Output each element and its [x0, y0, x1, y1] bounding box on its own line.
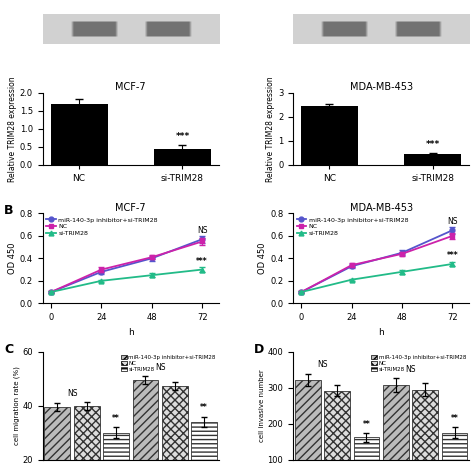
miR-140-3p inhibitor+si-TRIM28: [299, 289, 304, 295]
miR-140-3p inhibitor+si-TRIM28: [450, 228, 456, 233]
miR-140-3p inhibitor+si-TRIM28: [399, 250, 405, 255]
Y-axis label: Relative TRIM28 expression: Relative TRIM28 expression: [266, 76, 275, 182]
si-TRIM28: [149, 273, 155, 278]
Bar: [383, 385, 409, 460]
miR-140-3p inhibitor+si-TRIM28: [149, 255, 155, 261]
Legend: miR-140-3p inhibitor+si-TRIM28, NC, si-TRIM28: miR-140-3p inhibitor+si-TRIM28, NC, si-T…: [296, 217, 409, 237]
Line: si-TRIM28: si-TRIM28: [49, 267, 205, 294]
Bar: [412, 390, 438, 460]
si-TRIM28: [399, 269, 405, 274]
Text: C: C: [4, 343, 13, 356]
Bar: [162, 386, 188, 460]
si-TRIM28: [99, 278, 104, 283]
Title: MCF-7: MCF-7: [116, 202, 146, 213]
Bar: [191, 422, 217, 460]
Line: NC: NC: [299, 234, 455, 294]
Text: B: B: [4, 204, 13, 218]
miR-140-3p inhibitor+si-TRIM28: [199, 237, 205, 242]
Title: MDA-MB-453: MDA-MB-453: [349, 202, 413, 213]
Title: MDA-MB-453: MDA-MB-453: [349, 82, 413, 92]
Bar: [354, 438, 379, 460]
Text: NS: NS: [447, 218, 458, 226]
Bar: [45, 407, 70, 460]
Y-axis label: cell invasive number: cell invasive number: [259, 370, 264, 442]
Y-axis label: Relative TRIM28 expression: Relative TRIM28 expression: [8, 76, 17, 182]
Text: NS: NS: [405, 365, 416, 374]
si-TRIM28: [349, 277, 355, 283]
Title: MCF-7: MCF-7: [116, 82, 146, 92]
NC: [199, 238, 205, 244]
Line: miR-140-3p inhibitor+si-TRIM28: miR-140-3p inhibitor+si-TRIM28: [299, 228, 455, 294]
Line: miR-140-3p inhibitor+si-TRIM28: miR-140-3p inhibitor+si-TRIM28: [49, 237, 205, 294]
Bar: [133, 380, 158, 460]
Legend: miR-140-3p inhibitor+si-TRIM28, NC, si-TRIM28: miR-140-3p inhibitor+si-TRIM28, NC, si-T…: [120, 355, 216, 373]
NC: [99, 267, 104, 273]
Text: NS: NS: [197, 226, 208, 235]
miR-140-3p inhibitor+si-TRIM28: [99, 269, 104, 274]
Bar: [154, 149, 211, 165]
Text: NS: NS: [317, 360, 328, 369]
Y-axis label: OD 450: OD 450: [258, 243, 267, 274]
Text: **: **: [201, 403, 208, 412]
Legend: miR-140-3p inhibitor+si-TRIM28, NC, si-TRIM28: miR-140-3p inhibitor+si-TRIM28, NC, si-T…: [46, 217, 158, 237]
si-TRIM28: [450, 261, 456, 267]
X-axis label: h: h: [128, 328, 134, 337]
Text: ***: ***: [426, 140, 440, 149]
Text: ***: ***: [196, 256, 208, 265]
NC: [48, 289, 54, 295]
Bar: [51, 104, 108, 165]
Legend: miR-140-3p inhibitor+si-TRIM28, NC, si-TRIM28: miR-140-3p inhibitor+si-TRIM28, NC, si-T…: [371, 355, 466, 373]
NC: [399, 251, 405, 257]
Text: NS: NS: [67, 389, 77, 398]
Y-axis label: OD 450: OD 450: [8, 243, 17, 274]
X-axis label: h: h: [378, 328, 384, 337]
Text: ***: ***: [175, 132, 190, 141]
Text: **: **: [112, 414, 120, 423]
NC: [149, 255, 155, 260]
Text: D: D: [254, 343, 264, 356]
Bar: [295, 380, 320, 460]
Text: NS: NS: [155, 363, 165, 372]
Bar: [404, 154, 461, 165]
si-TRIM28: [48, 289, 54, 295]
miR-140-3p inhibitor+si-TRIM28: [48, 289, 54, 295]
Text: **: **: [363, 420, 370, 429]
si-TRIM28: [199, 267, 205, 273]
NC: [299, 289, 304, 295]
NC: [349, 262, 355, 268]
Line: si-TRIM28: si-TRIM28: [299, 262, 455, 294]
Bar: [301, 106, 358, 165]
Bar: [74, 406, 100, 460]
si-TRIM28: [299, 289, 304, 295]
Bar: [103, 433, 129, 460]
Text: **: **: [451, 414, 458, 423]
Text: ***: ***: [447, 251, 458, 260]
Line: NC: NC: [49, 239, 205, 294]
Bar: [442, 433, 467, 460]
Y-axis label: cell migration rate (%): cell migration rate (%): [13, 366, 19, 445]
Bar: [324, 391, 350, 460]
NC: [450, 233, 456, 239]
miR-140-3p inhibitor+si-TRIM28: [349, 264, 355, 269]
